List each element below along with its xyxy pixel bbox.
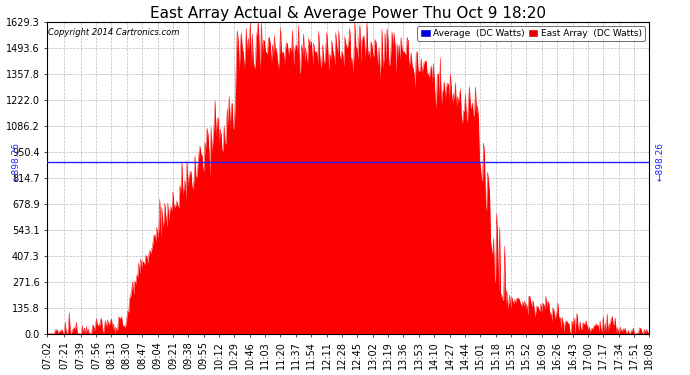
Text: ←898.26: ←898.26: [11, 142, 20, 181]
Legend: Average  (DC Watts), East Array  (DC Watts): Average (DC Watts), East Array (DC Watts…: [417, 26, 645, 40]
Text: Copyright 2014 Cartronics.com: Copyright 2014 Cartronics.com: [48, 28, 179, 37]
Title: East Array Actual & Average Power Thu Oct 9 18:20: East Array Actual & Average Power Thu Oc…: [150, 6, 546, 21]
Text: ←898.26: ←898.26: [656, 142, 664, 181]
